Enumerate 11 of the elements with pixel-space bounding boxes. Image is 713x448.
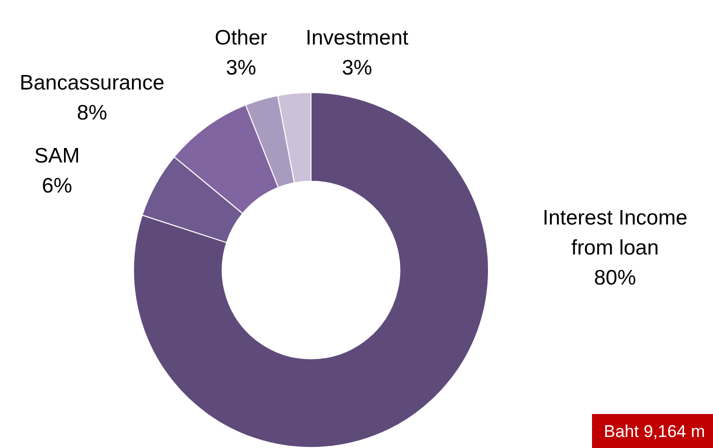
data-label: 3% — [342, 56, 372, 80]
data-label: 80% — [594, 266, 636, 290]
slice-label: Interest Income from loan — [542, 206, 688, 260]
slice-label: Other — [214, 26, 268, 50]
data-label: 8% — [76, 101, 108, 124]
slice-label: SAM — [34, 144, 80, 168]
text: Baht 9,164 m — [592, 414, 713, 448]
slice-label: Bancassurance — [20, 71, 164, 94]
data-label: 3% — [226, 56, 256, 80]
data-label: 6% — [42, 174, 72, 198]
slice-label: Investment — [306, 26, 409, 50]
